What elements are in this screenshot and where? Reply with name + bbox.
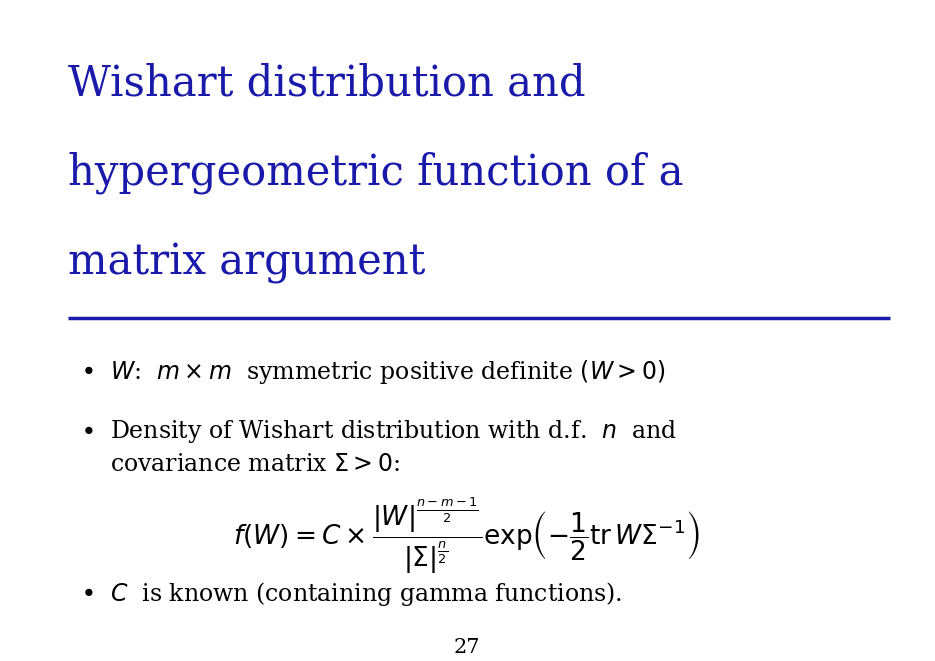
- Text: 27: 27: [453, 638, 481, 657]
- Text: $C$  is known (containing gamma functions).: $C$ is known (containing gamma functions…: [110, 580, 623, 608]
- Text: $\bullet$: $\bullet$: [80, 580, 94, 603]
- Text: Density of Wishart distribution with d.f.  $n$  and: Density of Wishart distribution with d.f…: [110, 418, 677, 445]
- Text: $f(W) = C \times \dfrac{|W|^{\frac{n-m-1}{2}}}{|\Sigma|^{\frac{n}{2}}} \exp\!\le: $f(W) = C \times \dfrac{|W|^{\frac{n-m-1…: [234, 495, 700, 576]
- Text: matrix argument: matrix argument: [68, 242, 425, 284]
- Text: $\bullet$: $\bullet$: [80, 418, 94, 441]
- Text: hypergeometric function of a: hypergeometric function of a: [68, 152, 683, 194]
- Text: covariance matrix $\Sigma > 0$:: covariance matrix $\Sigma > 0$:: [110, 453, 400, 476]
- Text: Wishart distribution and: Wishart distribution and: [68, 62, 585, 104]
- Text: $W$:  $m \times m$  symmetric positive definite $(W > 0)$: $W$: $m \times m$ symmetric positive def…: [110, 358, 666, 386]
- Text: $\bullet$: $\bullet$: [80, 358, 94, 381]
